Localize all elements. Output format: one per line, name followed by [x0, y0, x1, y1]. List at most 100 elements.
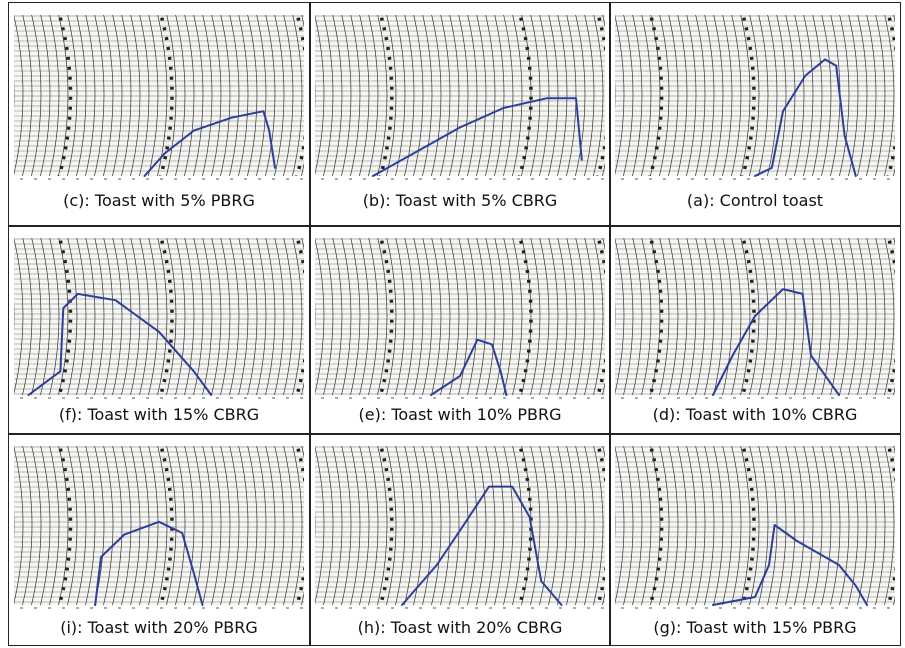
paper-arc: [465, 231, 478, 401]
paper-arc: [402, 231, 415, 401]
paper-arc: [792, 439, 805, 611]
paper: [14, 8, 304, 182]
curve: [143, 110, 276, 177]
paper-arc: [375, 8, 388, 182]
paper-arc: [227, 439, 240, 611]
paper-arc: [630, 439, 643, 611]
paper-arc: [591, 439, 604, 611]
paper-arc: [882, 231, 895, 401]
paper-arc: [119, 8, 132, 182]
paper-arc: [281, 231, 294, 401]
paper-arc: [591, 8, 604, 182]
panel: (e): Toast with 10% PBRG: [312, 228, 608, 432]
paper-arc: [110, 231, 123, 401]
paper-arc: [720, 439, 733, 611]
divider: [609, 3, 611, 645]
panel: (h): Toast with 20% CBRG: [312, 436, 608, 644]
paper: [315, 231, 605, 401]
curve: [372, 97, 583, 177]
dotted-arc: [157, 439, 174, 611]
paper-arc: [855, 231, 868, 401]
paper-arc: [254, 439, 267, 611]
paper-arc: [501, 439, 514, 611]
paper-arc: [384, 231, 397, 401]
paper-arc: [765, 231, 778, 401]
paper-arc: [702, 439, 715, 611]
paper-arc: [119, 439, 132, 611]
paper-arc: [438, 439, 451, 611]
paper-arc: [74, 231, 87, 401]
paper-arc: [864, 439, 877, 611]
paper-arc: [182, 231, 195, 401]
dotted-arc: [884, 8, 895, 182]
dotted-arc: [157, 8, 174, 182]
paper-arc: [20, 8, 33, 182]
paper-arc: [729, 439, 742, 611]
panel: (a): Control toast: [612, 5, 898, 224]
paper-arc: [429, 8, 442, 182]
paper-arc: [110, 8, 123, 182]
paper-arc: [339, 439, 352, 611]
panel: (b): Toast with 5% CBRG: [312, 5, 608, 224]
paper-arc: [14, 14, 24, 176]
dotted-arc: [594, 231, 605, 401]
paper-arc: [501, 8, 514, 182]
paper-arc: [83, 439, 96, 611]
paper-arc: [621, 439, 634, 611]
dotted-arc: [646, 8, 664, 182]
paper-arc: [564, 8, 577, 182]
paper-arc: [819, 439, 832, 611]
paper-arc: [447, 439, 460, 611]
paper-arc: [420, 231, 433, 401]
paper-footer: [315, 605, 605, 611]
paper-arc: [474, 439, 487, 611]
curve: [430, 338, 508, 396]
paper: [315, 439, 605, 611]
dotted-arc: [884, 231, 895, 401]
paper-arc: [855, 439, 868, 611]
dotted-arc: [293, 8, 304, 182]
paper-arc: [792, 231, 805, 401]
figure-grid: (c): Toast with 5% PBRG (b): Toast with 5…: [8, 2, 901, 646]
panel: (g): Toast with 15% PBRG: [612, 436, 898, 644]
paper-arc: [146, 8, 159, 182]
paper-arc: [29, 8, 42, 182]
caption: (e): Toast with 10% PBRG: [358, 405, 562, 424]
paper-arc: [146, 231, 159, 401]
paper-arc: [245, 439, 258, 611]
paper-arc: [492, 231, 505, 401]
paper-arc: [537, 439, 550, 611]
paper-arc: [801, 8, 814, 182]
paper-arc: [411, 231, 424, 401]
paper-arc: [465, 439, 478, 611]
paper-header: [615, 8, 895, 15]
paper-arc: [321, 8, 334, 182]
paper-arc: [783, 8, 796, 182]
paper-arc: [810, 231, 823, 401]
paper-arc: [693, 231, 706, 401]
paper-arc: [837, 231, 850, 401]
chart-paper: [615, 439, 895, 611]
paper-arc: [137, 8, 150, 182]
dotted-arc: [739, 231, 756, 401]
paper-arc: [254, 231, 267, 401]
paper-arc: [101, 8, 114, 182]
paper-arc: [537, 231, 550, 401]
dotted-arc: [55, 8, 73, 182]
caption: (d): Toast with 10% CBRG: [652, 405, 858, 424]
paper-arc: [615, 445, 625, 605]
dotted-arc: [646, 439, 664, 611]
paper-arc: [882, 8, 895, 182]
paper-arc: [882, 439, 895, 611]
paper-arc: [110, 439, 123, 611]
paper-arc: [290, 439, 303, 611]
chart-paper: [315, 439, 605, 611]
paper-arc: [218, 439, 231, 611]
paper-arc: [615, 237, 625, 395]
paper-arc: [47, 231, 60, 401]
paper-arc: [774, 439, 787, 611]
paper-arc: [263, 231, 276, 401]
paper-arc: [537, 8, 550, 182]
paper-arc: [402, 8, 415, 182]
paper-arc: [191, 8, 204, 182]
